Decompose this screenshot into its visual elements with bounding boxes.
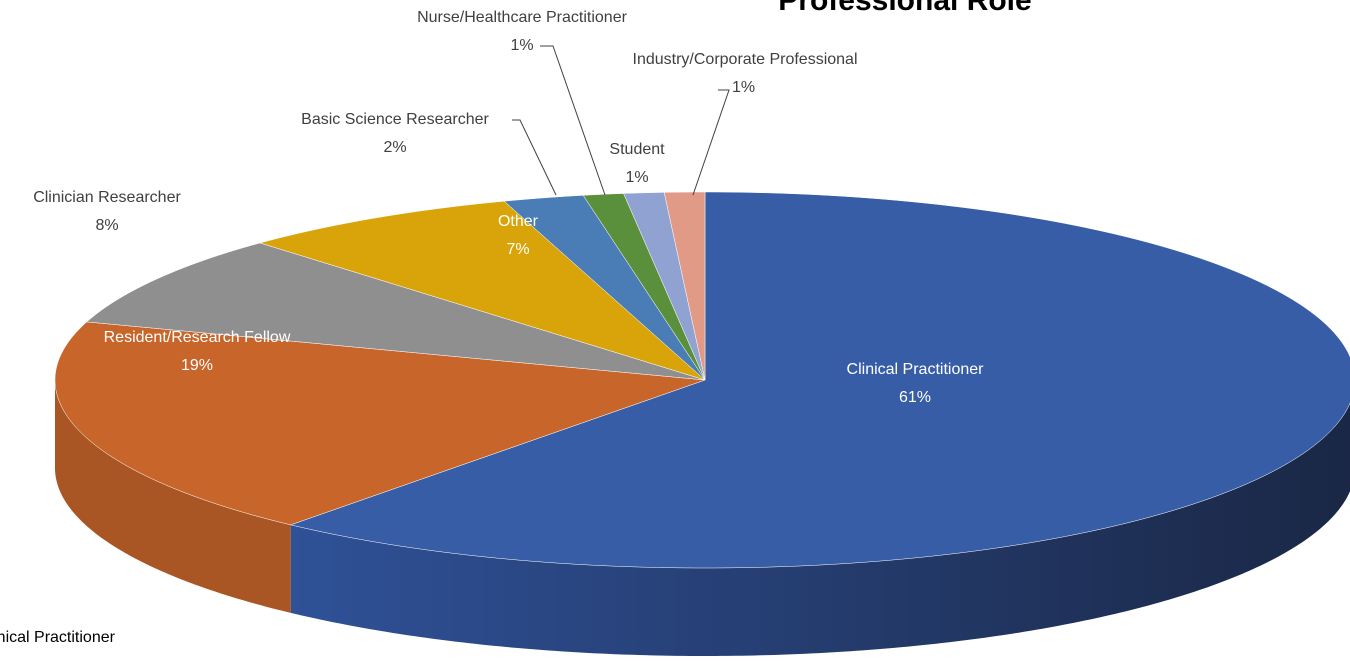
leader-line <box>512 119 557 196</box>
slice-value: 2% <box>383 139 406 156</box>
slice <box>582 193 706 381</box>
slice <box>623 192 706 381</box>
slice-side <box>55 380 291 613</box>
slice <box>54 321 706 526</box>
slice-label: Clinical Practitioner <box>847 361 985 378</box>
slice-label: Resident/Research Fellow <box>104 329 291 346</box>
slice <box>663 191 706 381</box>
leader-line <box>540 45 606 196</box>
pie-tops <box>54 191 1350 569</box>
slice-value: 19% <box>181 357 213 374</box>
slice <box>86 242 706 381</box>
chart-title: Professional Role <box>778 0 1031 17</box>
slice-label: Industry/Corporate Professional <box>633 51 858 68</box>
legend-entry: Clinical Practitioner <box>0 629 116 646</box>
slice-value: 7% <box>506 241 529 258</box>
leader-line <box>692 89 730 196</box>
data-labels: Clinical Practitioner 61% Resident/Researc… <box>33 9 984 406</box>
slice-label: Student <box>609 141 665 158</box>
slice-value: 1% <box>625 169 648 186</box>
slice-value: 8% <box>95 217 118 234</box>
slice-value: 1% <box>510 37 533 54</box>
slice <box>289 191 1350 569</box>
slice-label: Basic Science Researcher <box>301 111 489 128</box>
slice <box>503 195 706 381</box>
slice-label: Clinician Researcher <box>33 189 181 206</box>
slice-value: 1% <box>732 79 755 96</box>
slice-side <box>290 403 1350 656</box>
pie-sides <box>55 380 1350 656</box>
slice <box>259 200 706 381</box>
slice-label: Nurse/Healthcare Practitioner <box>417 9 628 26</box>
slice-value: 61% <box>899 389 931 406</box>
slice-label: Other <box>498 213 539 230</box>
